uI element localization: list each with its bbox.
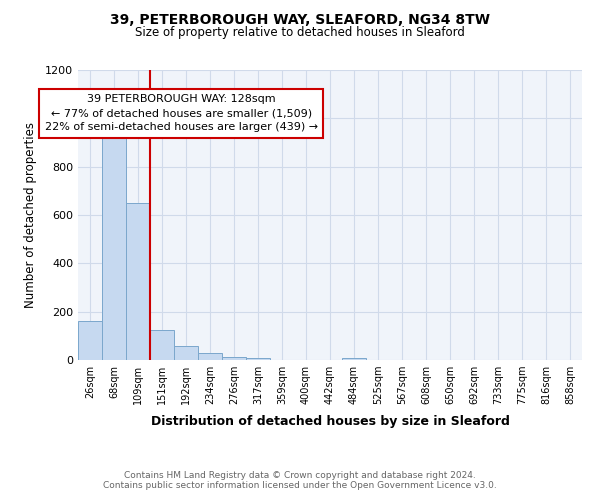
Bar xyxy=(102,135,126,360)
Text: 39 PETERBOROUGH WAY: 128sqm
← 77% of detached houses are smaller (1,509)
22% of : 39 PETERBOROUGH WAY: 128sqm ← 77% of det… xyxy=(44,94,318,132)
Bar xyxy=(342,358,366,360)
Text: Size of property relative to detached houses in Sleaford: Size of property relative to detached ho… xyxy=(135,26,465,39)
Bar xyxy=(78,322,102,360)
Bar xyxy=(198,354,222,360)
Y-axis label: Number of detached properties: Number of detached properties xyxy=(23,122,37,308)
Bar xyxy=(174,346,198,360)
X-axis label: Distribution of detached houses by size in Sleaford: Distribution of detached houses by size … xyxy=(151,416,509,428)
Text: Contains HM Land Registry data © Crown copyright and database right 2024.
Contai: Contains HM Land Registry data © Crown c… xyxy=(103,470,497,490)
Bar xyxy=(126,203,150,360)
Bar xyxy=(222,357,246,360)
Bar xyxy=(150,330,174,360)
Bar xyxy=(246,358,270,360)
Text: 39, PETERBOROUGH WAY, SLEAFORD, NG34 8TW: 39, PETERBOROUGH WAY, SLEAFORD, NG34 8TW xyxy=(110,12,490,26)
